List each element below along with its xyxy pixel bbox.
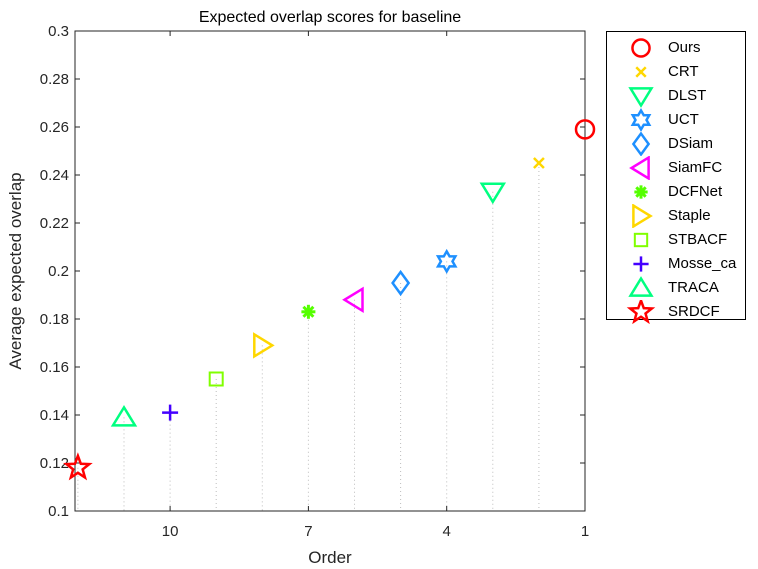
y-tick-labels: 0.1 0.12 0.14 0.16 0.18 0.2 0.22 0.24 0.26 0.28 0.… [40, 23, 69, 520]
y-tick-label: 0.22 [40, 215, 69, 232]
marker-siamfc [342, 286, 364, 314]
legend-label: Staple [668, 207, 711, 224]
legend-marker-icon [628, 276, 654, 297]
x-tick-labels: 10 7 4 1 [162, 523, 589, 540]
legend-item-siamfc: SiamFC [607, 155, 745, 180]
plot-area [75, 31, 585, 511]
legend-marker-icon [632, 204, 653, 228]
legend-item-staple: Staple [607, 203, 745, 228]
legend-item-srdcf: SRDCF [607, 299, 745, 324]
y-tick-label: 0.26 [40, 119, 69, 136]
legend-label: DLST [668, 87, 707, 104]
legend-marker-icon [631, 38, 651, 58]
legend-item-dcfnet: DCFNet [607, 179, 745, 203]
chart-title: Expected overlap scores for baseline [199, 9, 461, 26]
marker-mosse-ca [162, 404, 179, 421]
marker-srdcf [63, 452, 93, 481]
marker-traca [110, 405, 138, 427]
y-tick-label: 0.12 [40, 455, 69, 472]
legend-item-dsiam: DSiam [607, 131, 745, 156]
legend-item-mosse-ca: Mosse_ca [607, 251, 745, 275]
legend-label: STBACF [668, 231, 728, 248]
x-tick-label: 7 [304, 523, 312, 540]
marker-uct [435, 248, 458, 274]
legend-marker-icon [634, 185, 648, 199]
y-tick-label: 0.2 [48, 263, 69, 280]
legend: Ours CRT DLST UCT DSiam SiamFC DCFNet Staple STB… [606, 31, 746, 324]
legend-item-ours: Ours [607, 35, 745, 59]
marker-dcfnet [301, 304, 316, 319]
legend-item-uct: UCT [607, 107, 745, 132]
legend-marker-icon [629, 156, 650, 180]
y-tick-label: 0.24 [40, 167, 69, 184]
data-markers [63, 119, 596, 481]
y-tick-label: 0.16 [40, 359, 69, 376]
y-tick-label: 0.28 [40, 71, 69, 88]
legend-label: Mosse_ca [668, 255, 737, 272]
legend-item-dlst: DLST [607, 83, 745, 108]
marker-stbacf [208, 371, 224, 387]
legend-label: CRT [668, 63, 699, 80]
legend-marker-icon [631, 132, 651, 156]
marker-dsiam [391, 269, 411, 297]
y-tick-label: 0.3 [48, 23, 69, 40]
x-tick-label: 1 [581, 523, 589, 540]
x-axis-label: Order [308, 548, 352, 567]
y-tick-label: 0.1 [48, 503, 69, 520]
legend-item-crt: CRT [607, 59, 745, 83]
legend-marker-icon [628, 87, 654, 108]
legend-marker-icon [630, 108, 652, 132]
legend-marker-icon [635, 66, 647, 78]
axes [74, 30, 586, 512]
y-axis-label: Average expected overlap [6, 172, 25, 369]
y-tick-label: 0.14 [40, 407, 69, 424]
y-tick-label: 0.18 [40, 311, 69, 328]
legend-label: TRACA [668, 279, 719, 296]
legend-marker-icon [626, 300, 656, 324]
legend-label: Ours [668, 39, 701, 56]
marker-crt [533, 157, 545, 169]
legend-label: DCFNet [668, 183, 723, 200]
legend-label: SiamFC [668, 159, 723, 176]
legend-item-traca: TRACA [607, 275, 745, 299]
legend-item-stbacf: STBACF [607, 227, 745, 251]
legend-marker-icon [633, 232, 649, 248]
x-tick-label: 4 [443, 523, 451, 540]
legend-label: UCT [668, 111, 699, 128]
legend-label: SRDCF [668, 303, 720, 320]
stem-lines [77, 129, 586, 511]
legend-marker-icon [633, 256, 649, 272]
marker-staple [253, 332, 275, 359]
legend-label: DSiam [668, 135, 714, 152]
marker-ours [574, 119, 596, 140]
x-tick-label: 10 [162, 523, 179, 540]
marker-dlst [479, 182, 507, 205]
